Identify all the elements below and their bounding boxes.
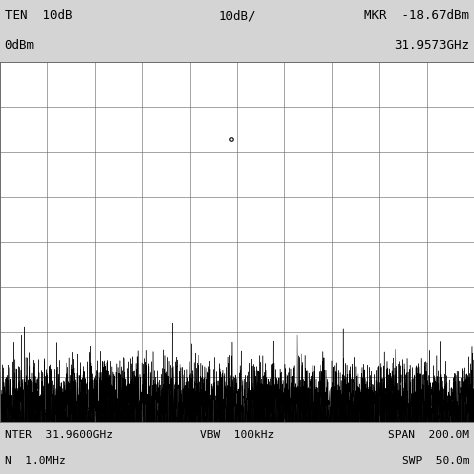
Text: 0dBm: 0dBm [5,39,35,53]
Text: VBW  100kHz: VBW 100kHz [200,429,274,440]
Text: N  1.0MHz: N 1.0MHz [5,456,65,466]
Text: SWP  50.0m: SWP 50.0m [402,456,469,466]
Text: 31.9573GHz: 31.9573GHz [394,39,469,53]
Text: SPAN  200.0M: SPAN 200.0M [388,429,469,440]
Text: TEN  10dB: TEN 10dB [5,9,72,22]
Text: NTER  31.9600GHz: NTER 31.9600GHz [5,429,113,440]
Text: MKR  -18.67dBm: MKR -18.67dBm [364,9,469,22]
Text: 10dB/: 10dB/ [218,9,256,22]
